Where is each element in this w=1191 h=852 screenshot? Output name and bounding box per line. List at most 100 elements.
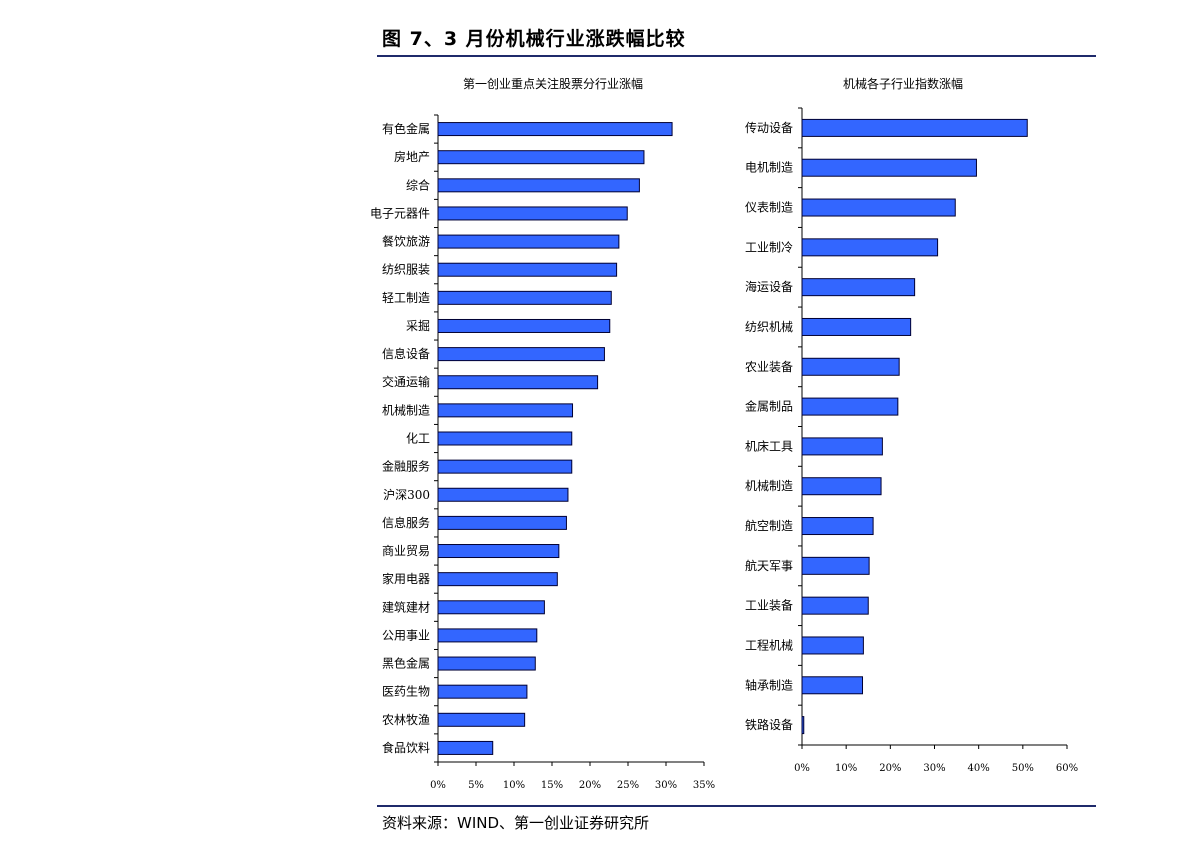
chart2-bar (801, 238, 939, 257)
chart1-title: 第一创业重点关注股票分行业涨幅 (463, 77, 644, 91)
chart2-bar (801, 357, 900, 376)
chart2-category-label: 机床工具 (745, 439, 793, 453)
chart1-bar (437, 487, 569, 502)
chart1-bar (437, 515, 567, 530)
chart2-xtick-label: 20% (879, 763, 901, 774)
chart2-bar (801, 118, 1028, 137)
chart1-xtick-label: 20% (579, 780, 601, 791)
chart1-category-label: 沪深300 (383, 488, 430, 502)
chart2-category-label: 金属制品 (745, 399, 793, 414)
chart1-bar (437, 347, 605, 362)
chart1-xtick-label: 25% (617, 780, 639, 791)
chart2-bar (801, 397, 899, 416)
chart1-category-label: 黑色金属 (382, 656, 430, 671)
chart1-bar (437, 431, 573, 446)
chart1-xtick-label: 35% (693, 780, 715, 791)
chart2-category-label: 轴承制造 (745, 677, 793, 692)
chart1-bar (437, 150, 645, 165)
chart1-category-label: 化工 (406, 432, 430, 446)
chart1-category-label: 餐饮旅游 (382, 234, 430, 249)
chart2-bar (801, 556, 870, 575)
chart2-bar (801, 437, 883, 456)
chart2-category-label: 航天军事 (745, 558, 793, 573)
chart2-category-label: 航空制造 (745, 518, 793, 533)
chart1-bar (437, 572, 558, 587)
chart1-bar (437, 600, 545, 615)
chart2-xtick-label: 0% (794, 763, 810, 774)
chart1-bar (437, 375, 599, 390)
source-note: 资料来源：WIND、第一创业证券研究所 (382, 814, 650, 832)
chart2-xtick-label: 50% (1012, 763, 1034, 774)
chart2-category-label: 机械制造 (745, 478, 793, 493)
chart1-category-label: 交通运输 (382, 374, 430, 389)
chart1-xtick-label: 30% (655, 780, 677, 791)
figure-title: 图 7、3 月份机械行业涨跌幅比较 (382, 28, 686, 50)
bottom-rule (377, 805, 1096, 807)
chart1-category-label: 食品饮料 (382, 740, 430, 755)
chart1-xtick-label: 15% (541, 780, 563, 791)
chart1-xtick-label: 10% (503, 780, 525, 791)
chart2-category-label: 电机制造 (745, 161, 793, 175)
chart2-category-label: 传动设备 (745, 120, 793, 135)
chart1-category-label: 电子元器件 (370, 206, 430, 220)
chart1-bar (437, 403, 574, 418)
chart2-bar (801, 517, 874, 536)
chart2-xtick-label: 10% (835, 763, 857, 774)
chart1-bar (437, 234, 620, 249)
chart1-bar (437, 628, 538, 643)
chart2-bar (801, 198, 956, 217)
chart2-xtick-label: 40% (968, 763, 990, 774)
chart2-bar (801, 716, 805, 735)
chart2-bar (801, 317, 912, 336)
chart1-category-label: 家用电器 (382, 571, 430, 586)
chart1-category-label: 信息设备 (382, 346, 430, 361)
chart1-category-label: 公用事业 (382, 628, 430, 642)
top-rule (377, 55, 1096, 57)
chart1-category-label: 商业贸易 (382, 543, 430, 558)
chart2-category-label: 纺织机械 (745, 319, 793, 334)
chart1-category-label: 建筑建材 (382, 599, 430, 614)
chart1-bar (437, 544, 560, 559)
chart1-category-label: 信息服务 (382, 515, 430, 530)
chart1-category-label: 有色金属 (382, 121, 430, 136)
chart2-category-label: 仪表制造 (745, 201, 793, 215)
chart1-category-label: 房地产 (394, 149, 430, 164)
chart1-category-label: 农林牧渔 (382, 713, 430, 727)
chart1-xtick-label: 5% (468, 780, 484, 791)
chart1-bar (437, 290, 612, 305)
chart2-bar (801, 636, 864, 655)
chart1-bar (437, 740, 494, 755)
chart1-bar (437, 178, 640, 193)
chart2-bar (801, 477, 882, 496)
chart2-category-label: 铁路设备 (745, 717, 793, 732)
chart2-bar (801, 596, 869, 615)
chart2-xtick-label: 60% (1056, 763, 1078, 774)
chart1-bar (437, 318, 611, 333)
chart1-bar (437, 206, 628, 221)
chart2-title: 机械各子行业指数涨幅 (843, 77, 964, 91)
chart2-category-label: 海运设备 (745, 279, 793, 294)
chart1-category-label: 金融服务 (382, 459, 430, 474)
chart1-bar (437, 656, 536, 671)
chart1-bar (437, 122, 673, 137)
chart2-bar (801, 278, 916, 297)
chart1-category-label: 纺织服装 (382, 263, 430, 277)
chart1-xtick-label: 0% (430, 780, 446, 791)
chart2-xtick-label: 30% (923, 763, 945, 774)
chart1-bar (437, 712, 526, 727)
chart2-bar (801, 676, 864, 695)
chart1-bar (437, 262, 618, 277)
chart1-bar (437, 684, 528, 699)
chart1-category-label: 机械制造 (382, 402, 430, 417)
chart2-category-label: 工业装备 (745, 599, 793, 613)
chart2-category-label: 工业制冷 (745, 240, 793, 254)
chart2-category-label: 工程机械 (745, 637, 793, 652)
chart2-bar (801, 158, 977, 177)
chart2-category-label: 农业装备 (745, 360, 793, 374)
chart1-bar (437, 459, 573, 474)
chart1-category-label: 综合 (406, 177, 430, 192)
chart1-category-label: 采掘 (406, 318, 430, 333)
chart1-category-label: 医药生物 (382, 685, 430, 699)
chart1-category-label: 轻工制造 (382, 291, 430, 305)
